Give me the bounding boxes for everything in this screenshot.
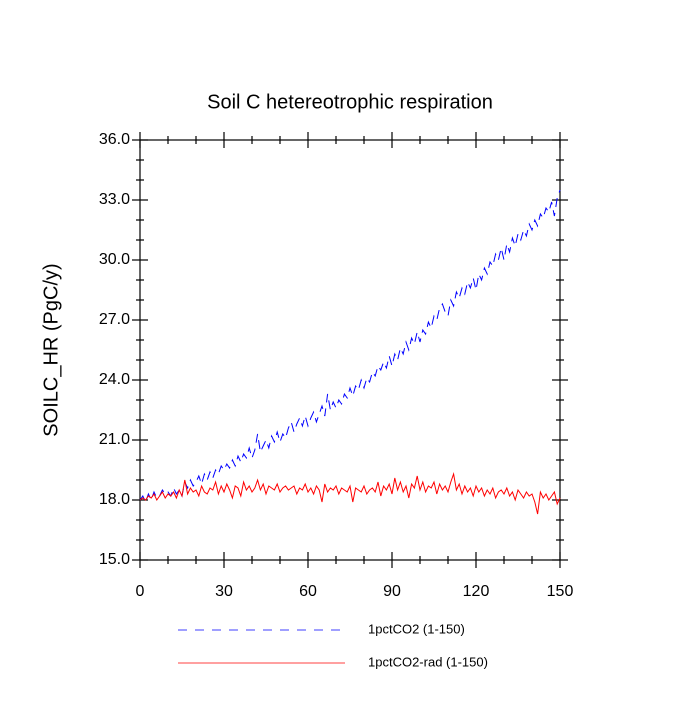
x-tick-label: 90 bbox=[383, 583, 401, 600]
plot-frame bbox=[139, 139, 561, 561]
y-tick-label: 36.0 bbox=[99, 131, 130, 148]
legend-label: 1pctCO2 (1-150) bbox=[368, 621, 465, 636]
y-tick-label: 30.0 bbox=[99, 251, 130, 268]
x-tick-label: 60 bbox=[299, 583, 317, 600]
x-tick-label: 0 bbox=[136, 583, 145, 600]
y-tick-label: 33.0 bbox=[99, 191, 130, 208]
x-tick-label: 150 bbox=[547, 583, 574, 600]
series-line bbox=[139, 472, 561, 515]
y-tick-label: 18.0 bbox=[99, 491, 130, 508]
x-tick-label: 120 bbox=[463, 583, 490, 600]
x-tick-label: 30 bbox=[215, 583, 233, 600]
y-tick-label: 24.0 bbox=[99, 371, 130, 388]
y-tick-label: 15.0 bbox=[99, 551, 130, 568]
series-line bbox=[139, 189, 561, 504]
y-axis-label: SOILC_HR (PgC/y) bbox=[40, 263, 62, 436]
chart-title: Soil C hetereotrophic respiration bbox=[207, 91, 493, 113]
y-tick-label: 21.0 bbox=[99, 431, 130, 448]
legend-label: 1pctCO2-rad (1-150) bbox=[368, 654, 488, 669]
y-tick-label: 27.0 bbox=[99, 311, 130, 328]
